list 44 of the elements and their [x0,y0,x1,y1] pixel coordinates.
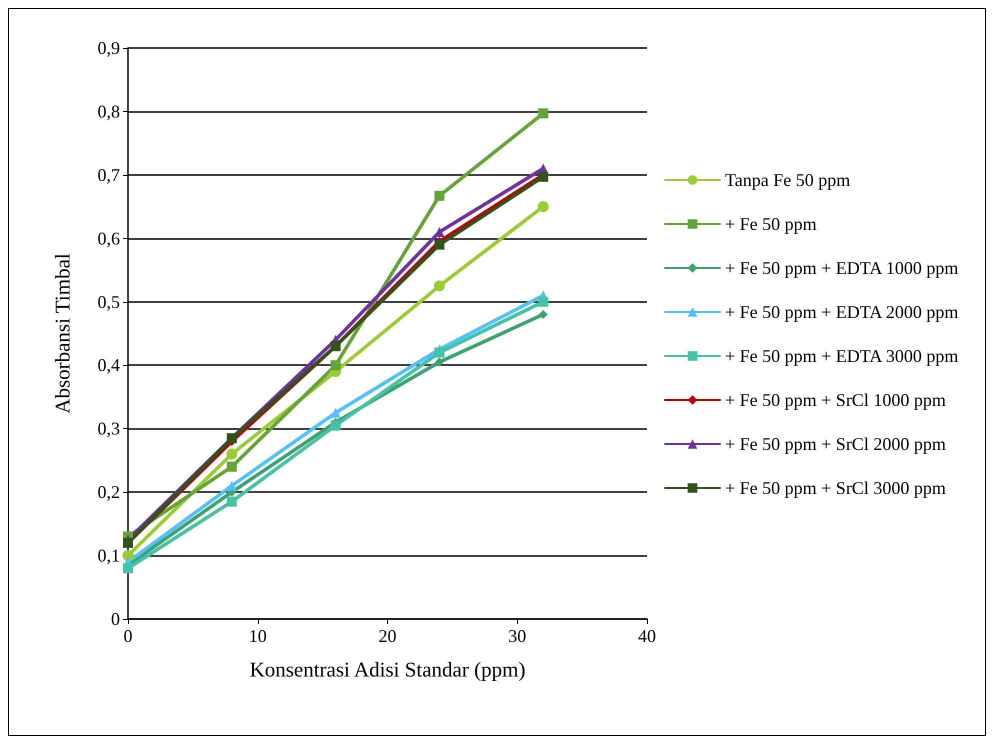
point [330,360,341,370]
y-tick-label: 0,3 [98,418,120,439]
point [538,201,549,212]
legend-label: + Fe 50 ppm + EDTA 1000 ppm [725,258,958,278]
legend-label: + Fe 50 ppm [725,214,817,234]
x-axis-title: Konsentrasi Adisi Standar (ppm) [250,658,526,682]
legend-label: + Fe 50 ppm + SrCl 2000 ppm [725,434,946,454]
point [538,172,548,182]
point [226,480,237,491]
legend-label: + Fe 50 ppm + EDTA 2000 ppm [725,302,958,322]
y-tick-label: 0,5 [98,292,120,312]
x-tick-label: 40 [638,626,656,646]
legend-label: + Fe 50 ppm + SrCl 1000 ppm [725,390,946,410]
y-axis-title: Absorbansi Timbal [50,253,74,414]
point [434,358,444,367]
y-tick-label: 0 [111,609,120,629]
legend-label: Tanpa Fe 50 ppm [725,170,850,190]
y-tick-label: 0,7 [98,164,120,185]
legend-label: + Fe 50 ppm + EDTA 3000 ppm [725,346,958,366]
y-tick-label: 0,2 [98,482,120,502]
y-tick-label: 0,1 [98,546,120,566]
point [330,408,341,418]
legend-label: + Fe 50 ppm + SrCl 3000 ppm [725,478,946,498]
y-tick-label: 0,4 [98,355,120,376]
x-tick-label: 10 [248,626,267,646]
x-tick-label: 0 [124,626,132,646]
x-tick-label: 20 [378,626,396,646]
point [226,462,237,472]
point [330,420,341,430]
y-tick-label: 0,8 [98,101,120,122]
point [434,190,444,201]
y-tick-label: 0,9 [98,38,120,58]
point [226,448,238,460]
point [123,563,133,574]
point [538,296,548,307]
point [122,550,134,562]
point [434,348,444,358]
point [434,280,445,292]
point [226,496,237,507]
point [538,310,548,319]
x-tick-label: 30 [508,626,526,646]
y-tick-label: 0,6 [98,228,120,248]
point [538,108,548,118]
point [434,240,444,250]
